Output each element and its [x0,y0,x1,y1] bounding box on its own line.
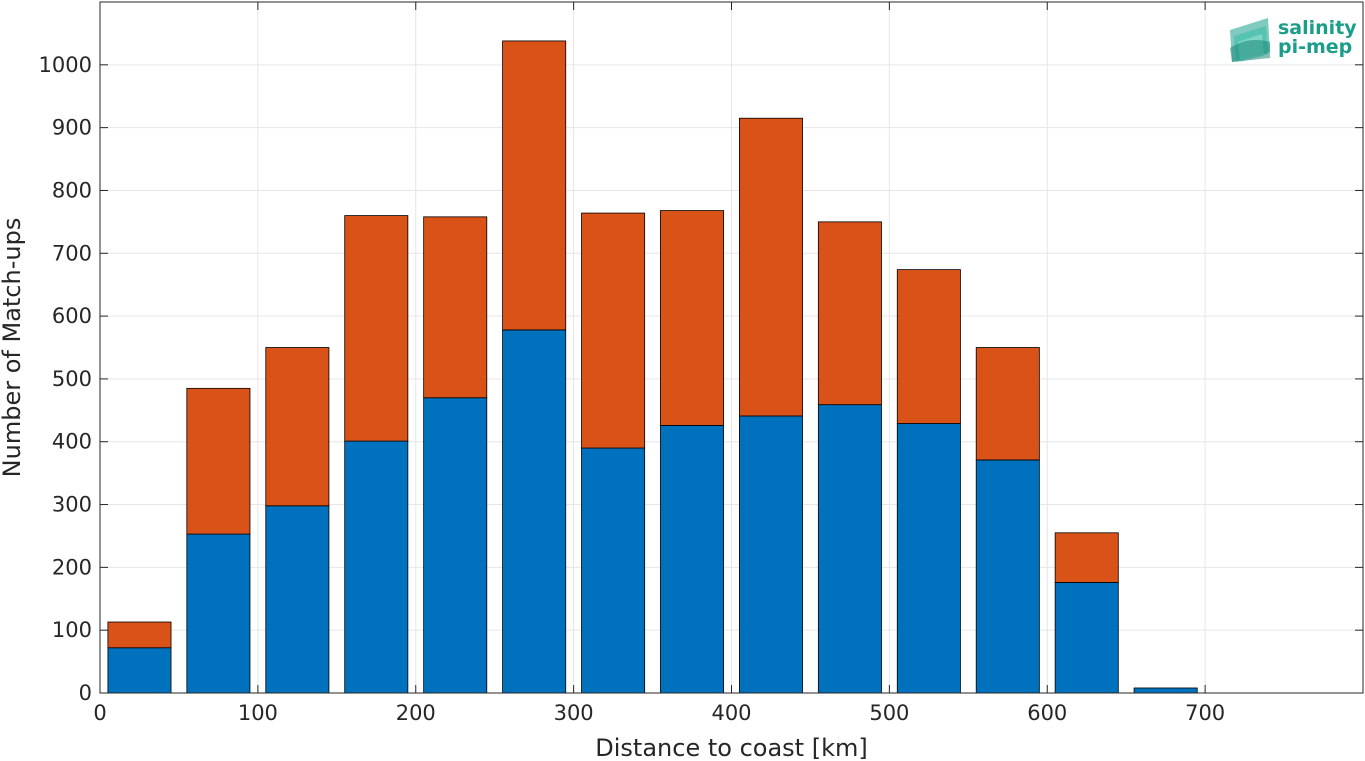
bar-series-1 [1054,582,1119,694]
bar-series-1 [738,415,803,694]
bar-series-1 [660,424,725,694]
axes [99,1,1364,694]
y-tick-label: 600 [52,304,92,328]
logo-text-salinity: salinity [1278,17,1357,39]
bar-series-2 [186,387,251,535]
y-tick-label: 0 [79,681,92,705]
bar-series-2 [581,212,646,449]
bar-series-2 [265,347,330,507]
bar-series-1 [502,329,567,694]
y-tick-label: 900 [52,116,92,140]
bar-series-2 [344,215,409,442]
y-tick-label: 1000 [39,53,92,77]
bar-series-2 [975,347,1040,461]
bar-series-2 [423,216,488,399]
y-tick-label: 400 [52,430,92,454]
x-tick-label: 500 [869,701,909,725]
bar-series-2 [660,210,725,426]
logo-text-pimep: pi-mep [1278,36,1352,58]
x-tick-label: 300 [554,701,594,725]
tick-labels: 0 100 200 300 400 500 600 700 0 100 200 300 400 500 60… [39,53,1226,725]
logo-mark-icon [1230,18,1270,62]
y-tick-label: 300 [52,493,92,517]
bar-series-1 [1133,687,1198,694]
bar-series-1 [817,404,882,694]
y-tick-label: 800 [52,178,92,202]
x-axis-label: Distance to coast [km] [595,734,867,761]
bar-series-1 [423,397,488,694]
bar-group [107,40,1198,694]
x-tick-label: 200 [396,701,436,725]
bar-series-2 [738,117,803,417]
x-tick-label: 700 [1185,701,1225,725]
bar-series-1 [896,423,961,694]
x-tick-label: 400 [711,701,751,725]
bar-series-2 [502,40,567,331]
bar-series-1 [186,533,251,694]
x-tick-label: 0 [93,701,106,725]
y-tick-label: 100 [52,618,92,642]
bar-series-1 [581,447,646,694]
y-tick-label: 700 [52,241,92,265]
bar-series-2 [817,221,882,406]
y-tick-label: 500 [52,367,92,391]
bar-series-1 [975,459,1040,694]
y-axis-label: Number of Match-ups [0,218,26,478]
x-tick-label: 100 [238,701,278,725]
salinity-pimep-logo: salinity pi-mep [1230,17,1357,62]
y-tick-label: 200 [52,555,92,579]
bar-series-1 [107,647,172,694]
bar-series-2 [1054,532,1119,583]
bar-series-2 [107,621,172,649]
x-tick-label: 600 [1027,701,1067,725]
bar-series-1 [344,440,409,694]
bar-series-2 [896,269,961,424]
bar-series-1 [265,505,330,694]
